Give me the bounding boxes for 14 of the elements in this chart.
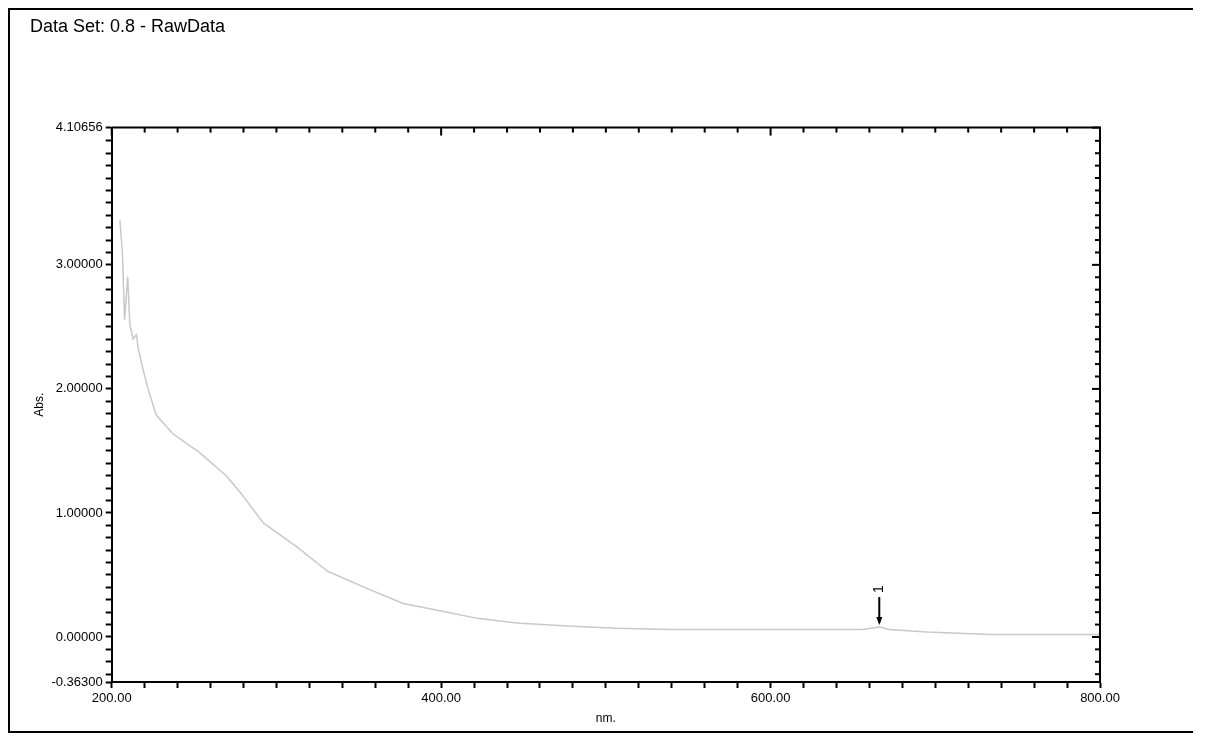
y-tick-label: 0.00000 bbox=[55, 628, 103, 644]
chart-title: Data Set: 0.8 - RawData bbox=[30, 15, 227, 36]
annotation: 1 bbox=[870, 584, 887, 593]
y-tick-label: 1.00000 bbox=[55, 504, 103, 520]
y-axis-title: Abs. bbox=[31, 392, 46, 417]
x-axis-title: nm. bbox=[595, 711, 616, 726]
x-tick-label: 400.00 bbox=[421, 690, 462, 706]
x-tick-label: 800.00 bbox=[1080, 690, 1120, 706]
y-tick-label: 2.00000 bbox=[55, 380, 103, 396]
x-tick-label: 600.00 bbox=[750, 690, 791, 706]
y-tick-label: -0.36300 bbox=[51, 673, 103, 689]
x-tick-label: 200.00 bbox=[91, 690, 132, 706]
y-tick-label: 3.00000 bbox=[55, 256, 103, 272]
y-tick-label: 4.10656 bbox=[55, 119, 103, 135]
